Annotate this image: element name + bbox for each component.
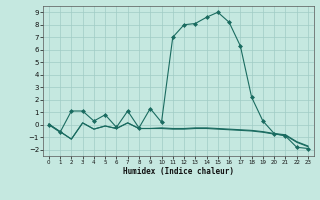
X-axis label: Humidex (Indice chaleur): Humidex (Indice chaleur) (123, 167, 234, 176)
